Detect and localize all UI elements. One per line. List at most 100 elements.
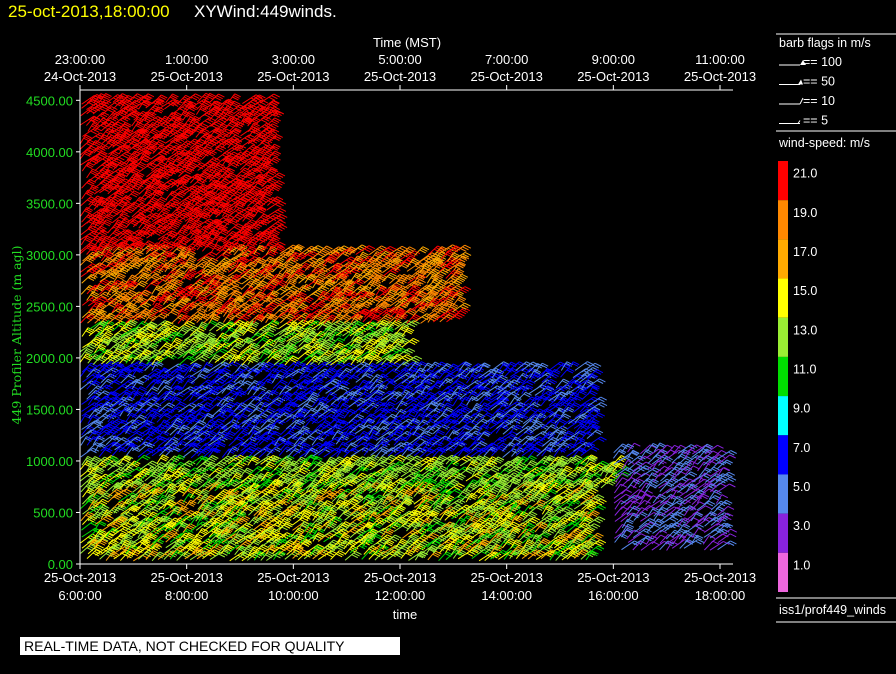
color-scale-swatch [778, 200, 788, 240]
wind-barb [126, 515, 140, 526]
wind-barb [717, 540, 737, 551]
wind-barb [383, 534, 402, 545]
wind-barb [553, 528, 567, 539]
wind-barb [400, 549, 415, 559]
wind-barb [375, 544, 389, 555]
wind-barb [170, 348, 186, 359]
quality-note: REAL-TIME DATA, NOT CHECKED FOR QUALITY [20, 637, 400, 655]
wind-barb [273, 532, 294, 542]
wind-barb [312, 532, 325, 542]
color-scale-label: 15.0 [793, 284, 817, 298]
y-tick-label: 500.00 [33, 505, 73, 520]
wind-barb [310, 545, 323, 555]
top-x-axis-label: Time (MST) [373, 35, 441, 50]
top-tick-time: 23:00:00 [55, 52, 106, 67]
wind-barb [197, 494, 212, 505]
wind-barb [176, 505, 189, 515]
color-scale-title: wind-speed: m/s [778, 136, 870, 150]
wind-barb [368, 326, 390, 337]
plot-title: XYWind:449winds. [194, 2, 337, 21]
wind-barb [330, 488, 348, 499]
wind-barb [280, 533, 298, 544]
wind-barb [151, 487, 165, 497]
wind-barb [182, 486, 196, 497]
color-scale-label: 11.0 [793, 363, 816, 377]
top-tick-date: 25-Oct-2013 [151, 69, 223, 84]
wind-barb [337, 509, 352, 520]
top-tick-time: 3:00:00 [272, 52, 315, 67]
wind-barb [580, 446, 600, 456]
wind-barb [234, 522, 254, 533]
wind-barb [144, 543, 163, 554]
wind-barb [291, 487, 305, 498]
wind-barb [322, 539, 340, 550]
wind-barb [133, 454, 151, 465]
wind-barb [677, 505, 696, 515]
wind-barb [344, 246, 358, 256]
barb-flag-50-icon [779, 79, 803, 85]
color-scale-swatch [778, 474, 788, 514]
date-time-title: 25-oct-2013,18:00:00 [8, 2, 170, 21]
color-scale-label: 5.0 [793, 480, 810, 494]
wind-barb [156, 516, 173, 526]
bottom-tick-date: 25-Oct-2013 [684, 570, 756, 585]
wind-barb [234, 511, 247, 522]
wind-barb [381, 515, 398, 526]
color-scale-swatch [778, 161, 788, 201]
wind-barb [710, 500, 728, 511]
wind-barb [80, 206, 93, 217]
top-x-axis-ticks: 23:00:00 24-Oct-2013 1:00:00 25-Oct-2013 3:0… [44, 52, 756, 90]
wind-barb [614, 533, 628, 543]
wind-barb [274, 538, 289, 549]
wind-barb [189, 515, 203, 525]
barb-layer [79, 92, 738, 562]
top-tick-date: 24-Oct-2013 [44, 69, 116, 84]
wind-barb [112, 383, 130, 394]
wind-barb [178, 355, 196, 366]
wind-barb [216, 385, 235, 396]
wind-barb [344, 510, 363, 521]
wind-barb [478, 551, 499, 562]
wind-barb [336, 499, 352, 510]
wind-barb [113, 504, 127, 514]
color-scale-swatch [778, 435, 788, 475]
wind-barb [184, 366, 197, 377]
top-tick-time: 7:00:00 [485, 52, 528, 67]
wind-barb [412, 534, 430, 544]
wind-barb [362, 353, 375, 364]
wind-barb [105, 551, 120, 561]
wind-barb [386, 521, 402, 532]
barb-legend-label: == 100 [803, 55, 842, 69]
y-tick-label: 4500.00 [26, 93, 73, 108]
wind-barb [299, 510, 312, 521]
wind-barb [278, 488, 293, 499]
wind-barb [521, 418, 538, 429]
wind-barb [265, 117, 281, 128]
wind-barb [652, 493, 667, 504]
wind-barb [132, 509, 152, 520]
color-scale-swatch [778, 239, 788, 279]
wind-barb [235, 500, 249, 510]
bottom-tick-date: 25-Oct-2013 [44, 570, 116, 585]
wind-barb [267, 528, 281, 539]
color-scale-label: 9.0 [793, 402, 810, 416]
wind-barb [112, 488, 133, 499]
bottom-tick-date: 25-Oct-2013 [151, 570, 223, 585]
y-tick-label: 2500.00 [26, 299, 73, 314]
wind-barb [112, 515, 128, 526]
y-tick-label: 4000.00 [26, 145, 73, 160]
wind-barb [93, 498, 109, 509]
y-axis-label: 449 Profiler Altitude (m agl) [9, 246, 24, 425]
bottom-tick-date: 25-Oct-2013 [364, 570, 436, 585]
wind-barb [182, 532, 195, 542]
bottom-tick-date: 25-Oct-2013 [471, 570, 543, 585]
wind-barb [94, 504, 110, 515]
source-label: iss1/prof449_winds [779, 603, 887, 617]
wind-barb [343, 498, 360, 509]
wind-barb [368, 522, 382, 533]
wind-barb [133, 492, 147, 503]
wind-barb [156, 454, 169, 464]
top-tick-date: 25-Oct-2013 [471, 69, 543, 84]
wind-barb [312, 511, 326, 521]
wind-barb [80, 533, 99, 544]
